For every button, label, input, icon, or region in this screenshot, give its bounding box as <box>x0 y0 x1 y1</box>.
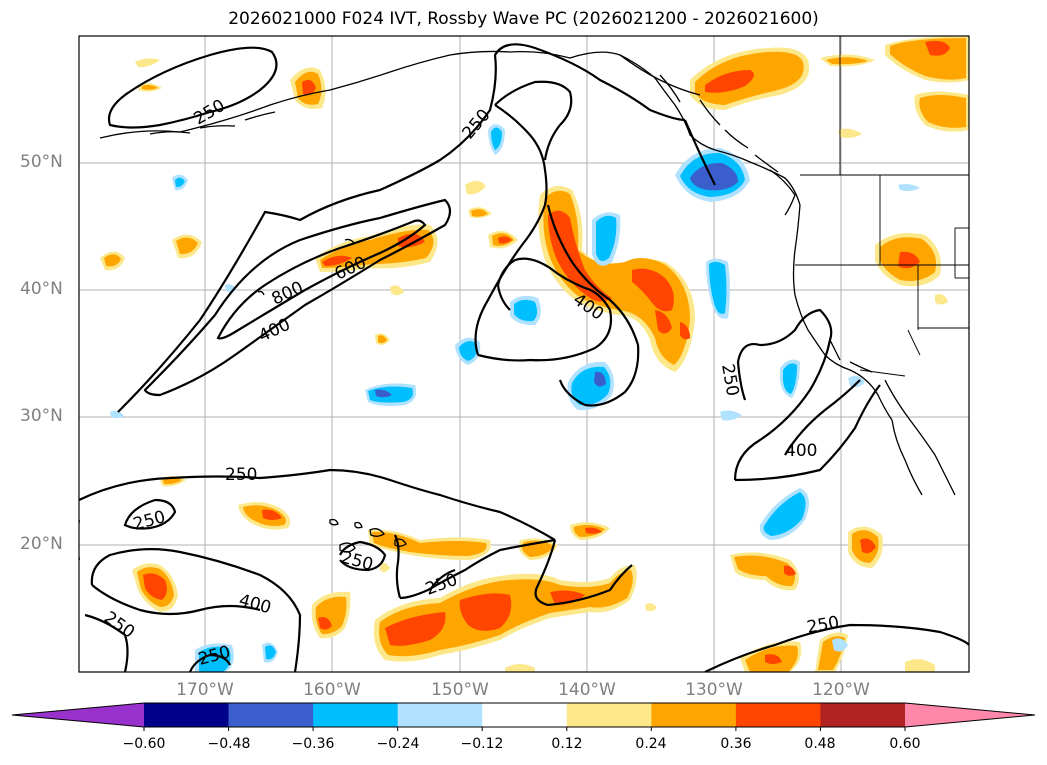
lon-label: 160°W <box>303 680 361 700</box>
colorbar-tick-label: −0.24 <box>376 736 420 752</box>
lat-label: 30°N <box>20 406 63 426</box>
coastlines <box>99 50 956 553</box>
negative-anomaly-fills <box>110 124 920 672</box>
lon-label: 170°W <box>176 680 234 700</box>
colorbar-segment <box>651 703 737 727</box>
ivt-contours <box>79 43 969 672</box>
colorbar-tick-label: 0.48 <box>804 736 836 752</box>
colorbar-segment <box>397 703 483 727</box>
colorbar-segment <box>313 703 399 727</box>
lon-label: 130°W <box>685 680 743 700</box>
colorbar-segment <box>228 703 314 727</box>
colorbar-tick-label: −0.12 <box>460 736 504 752</box>
lon-label: 150°W <box>431 680 489 700</box>
colorbar-segment <box>735 703 821 727</box>
colorbar-tick-label: −0.48 <box>207 736 251 752</box>
contour-label: 400 <box>785 441 817 461</box>
colorbar-tick-label: 0.36 <box>720 736 752 752</box>
lat-label: 40°N <box>20 279 63 299</box>
lon-label: 140°W <box>558 680 616 700</box>
colorbar-segment <box>144 703 230 727</box>
lon-label: 120°W <box>812 680 870 700</box>
colorbar-tick-label: 0.60 <box>889 736 921 752</box>
map-background <box>79 36 969 672</box>
colorbar <box>11 702 1036 731</box>
political-borders <box>795 36 969 377</box>
lat-label: 50°N <box>20 152 63 172</box>
colorbar-tick-label: 0.12 <box>551 736 583 752</box>
colorbar-tick-label: 0.24 <box>635 736 667 752</box>
colorbar-segment <box>820 703 906 727</box>
colorbar-segment <box>566 703 652 727</box>
colorbar-extend-left <box>12 703 144 727</box>
contour-label: 250 <box>225 465 257 485</box>
map-title: 2026021000 F024 IVT, Rossby Wave PC (202… <box>228 9 819 29</box>
map-frame <box>78 35 970 673</box>
colorbar-tick-label: −0.36 <box>291 736 335 752</box>
colorbar-segment <box>482 703 568 727</box>
colorbar-extend-right <box>905 703 1035 727</box>
colorbar-tick-label: −0.60 <box>122 736 166 752</box>
positive-anomaly-fills <box>100 36 969 672</box>
lat-label: 20°N <box>20 534 63 554</box>
